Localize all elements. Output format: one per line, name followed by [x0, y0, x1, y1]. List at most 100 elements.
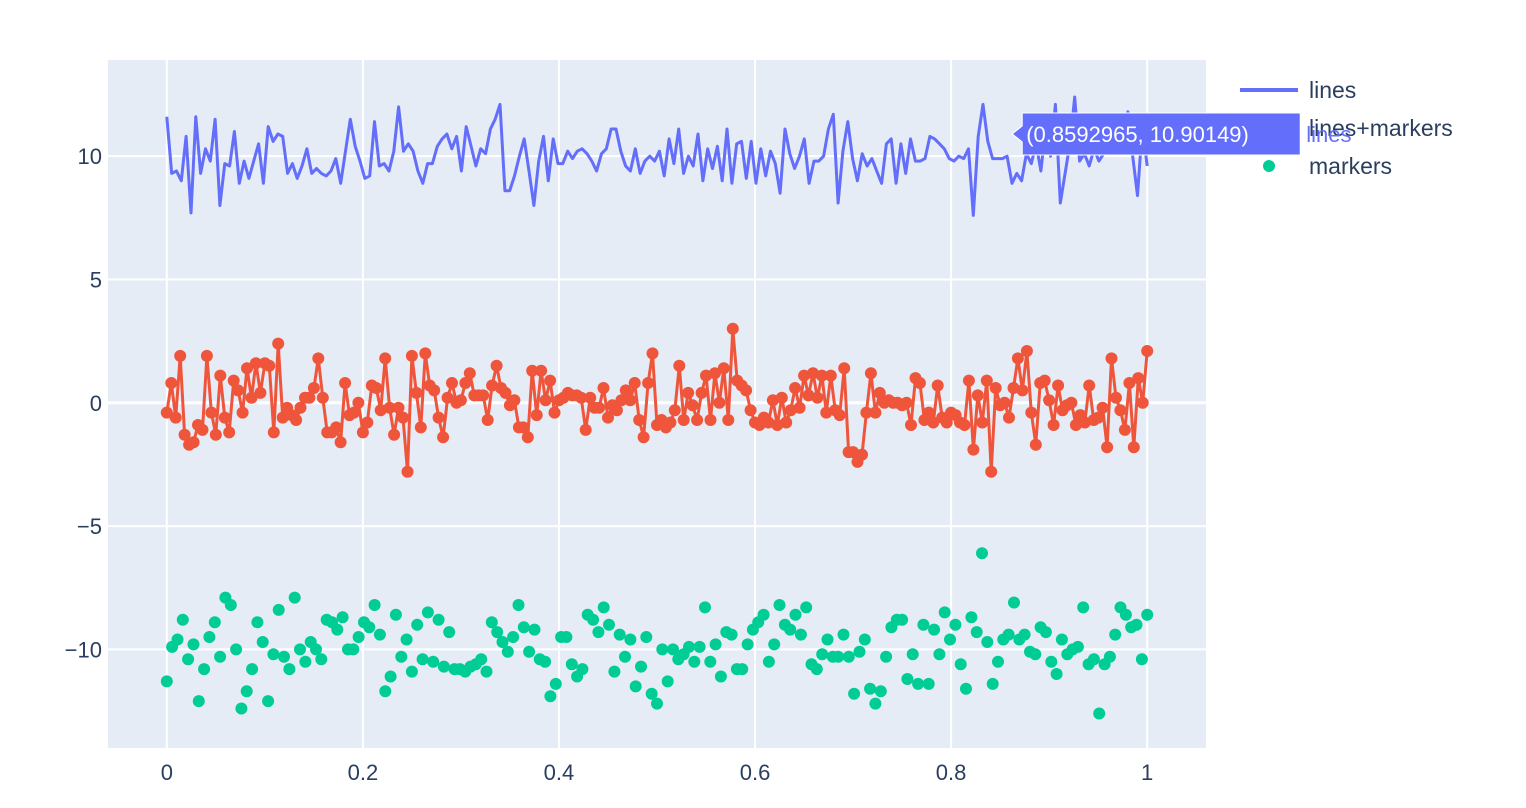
data-point[interactable]: [441, 391, 454, 404]
data-point[interactable]: [1083, 379, 1096, 392]
data-point[interactable]: [544, 374, 557, 387]
data-point[interactable]: [640, 631, 653, 643]
data-point[interactable]: [299, 655, 312, 668]
data-point[interactable]: [635, 660, 647, 673]
data-point[interactable]: [165, 377, 178, 389]
data-point[interactable]: [263, 359, 276, 372]
data-point[interactable]: [949, 618, 962, 631]
data-point[interactable]: [768, 638, 781, 651]
data-point[interactable]: [262, 695, 275, 708]
data-point[interactable]: [873, 386, 886, 399]
data-point[interactable]: [241, 362, 253, 375]
data-point[interactable]: [368, 599, 381, 611]
data-point[interactable]: [205, 406, 218, 419]
data-point[interactable]: [980, 374, 993, 387]
data-point[interactable]: [1025, 406, 1038, 419]
data-point[interactable]: [860, 406, 873, 419]
data-point[interactable]: [992, 655, 1004, 668]
data-point[interactable]: [970, 626, 983, 639]
data-point[interactable]: [933, 648, 946, 661]
data-point[interactable]: [587, 613, 600, 626]
data-point[interactable]: [389, 608, 402, 621]
data-point[interactable]: [379, 352, 392, 365]
data-point[interactable]: [1016, 384, 1029, 397]
data-point[interactable]: [209, 428, 222, 441]
data-point[interactable]: [459, 377, 472, 389]
data-point[interactable]: [1047, 419, 1060, 431]
data-point[interactable]: [361, 416, 374, 429]
data-point[interactable]: [615, 394, 628, 407]
data-point[interactable]: [517, 621, 530, 634]
data-point[interactable]: [704, 655, 717, 668]
data-point[interactable]: [383, 401, 396, 414]
data-point[interactable]: [187, 436, 200, 449]
data-point[interactable]: [736, 663, 749, 676]
data-point[interactable]: [938, 606, 951, 619]
data-point[interactable]: [1002, 628, 1015, 641]
data-point[interactable]: [245, 391, 258, 404]
data-point[interactable]: [272, 603, 285, 616]
data-point[interactable]: [775, 391, 788, 404]
data-point[interactable]: [793, 401, 806, 414]
data-point[interactable]: [579, 423, 592, 436]
data-point[interactable]: [528, 623, 541, 636]
data-point[interactable]: [958, 419, 971, 431]
data-point[interactable]: [373, 628, 386, 641]
data-point[interactable]: [927, 416, 940, 429]
data-point[interactable]: [1038, 374, 1051, 387]
data-point[interactable]: [330, 421, 343, 434]
data-point[interactable]: [223, 426, 236, 439]
data-point[interactable]: [379, 685, 392, 698]
data-point[interactable]: [960, 682, 972, 695]
data-point[interactable]: [544, 690, 557, 703]
data-point[interactable]: [628, 377, 641, 389]
data-point[interactable]: [427, 655, 440, 668]
data-point[interactable]: [198, 663, 211, 676]
data-point[interactable]: [794, 628, 807, 641]
data-point[interactable]: [1018, 628, 1031, 641]
data-point[interactable]: [815, 369, 828, 382]
data-point[interactable]: [416, 653, 429, 666]
data-point[interactable]: [645, 687, 658, 700]
data-point[interactable]: [523, 645, 536, 658]
data-point[interactable]: [1087, 653, 1100, 666]
data-point[interactable]: [230, 643, 243, 656]
data-point[interactable]: [496, 636, 509, 648]
data-point[interactable]: [1118, 423, 1131, 436]
data-point[interactable]: [837, 628, 850, 641]
data-point[interactable]: [810, 663, 823, 676]
data-point[interactable]: [864, 682, 877, 695]
data-point[interactable]: [405, 665, 418, 678]
data-point[interactable]: [757, 608, 770, 621]
data-point[interactable]: [667, 643, 679, 656]
data-point[interactable]: [272, 337, 285, 350]
data-point[interactable]: [235, 702, 248, 715]
data-point[interactable]: [940, 416, 953, 429]
data-point[interactable]: [646, 347, 659, 360]
data-point[interactable]: [203, 631, 216, 643]
data-point[interactable]: [1050, 668, 1063, 680]
data-point[interactable]: [530, 409, 543, 422]
data-point[interactable]: [331, 623, 344, 636]
data-point[interactable]: [784, 623, 797, 636]
data-point[interactable]: [917, 618, 930, 631]
data-point[interactable]: [490, 359, 503, 372]
data-point[interactable]: [986, 677, 999, 690]
data-point[interactable]: [312, 352, 325, 365]
data-point[interactable]: [432, 411, 445, 424]
data-point[interactable]: [869, 697, 882, 710]
data-point[interactable]: [1105, 352, 1118, 365]
data-point[interactable]: [352, 396, 365, 409]
data-point[interactable]: [624, 633, 637, 646]
data-point[interactable]: [363, 621, 376, 634]
data-point[interactable]: [278, 650, 290, 663]
data-point[interactable]: [603, 618, 615, 631]
data-point[interactable]: [1109, 628, 1122, 641]
data-point[interactable]: [1123, 377, 1136, 389]
data-point[interactable]: [944, 633, 956, 646]
data-point[interactable]: [224, 599, 237, 611]
data-point[interactable]: [1071, 640, 1084, 653]
data-point[interactable]: [633, 414, 646, 426]
data-point[interactable]: [740, 384, 753, 397]
data-point[interactable]: [499, 386, 512, 399]
